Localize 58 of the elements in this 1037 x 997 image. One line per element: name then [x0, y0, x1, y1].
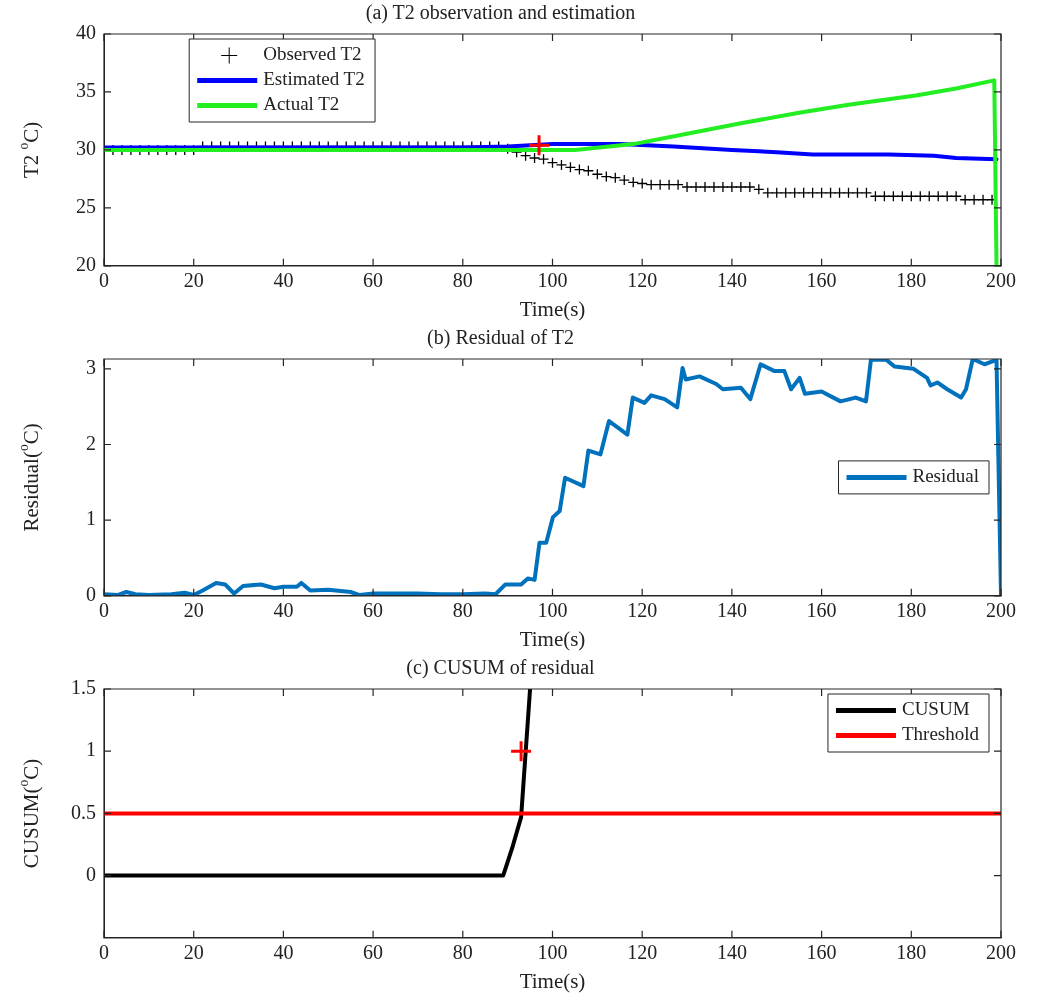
y-tick-label: 3 [86, 356, 96, 379]
y-tick-label: 25 [76, 195, 96, 218]
chart-title: (a) T2 observation and estimation [365, 1, 636, 25]
legend-label: Observed T2 [263, 43, 362, 65]
y-tick-label: 0.5 [71, 800, 96, 823]
legend-label: Residual [912, 465, 980, 487]
x-tick-label: 120 [627, 941, 658, 964]
x-tick-label: 200 [986, 599, 1016, 622]
x-tick-label: 160 [806, 941, 837, 964]
legend-label: Actual T2 [263, 93, 340, 115]
chart-title: (b) Residual of T2 [427, 326, 574, 350]
x-tick-label: 120 [627, 269, 658, 292]
y-axis-title: CUSUM(oC) [15, 758, 43, 869]
legend-label: Estimated T2 [263, 68, 365, 90]
y-tick-label: 1.5 [71, 676, 96, 699]
y-tick-label: 20 [76, 253, 96, 276]
x-tick-label: 100 [537, 941, 568, 964]
x-tick-label: 140 [716, 269, 747, 292]
y-axis-title: Residual(oC) [15, 423, 43, 532]
y-tick-label: 0 [86, 862, 96, 885]
x-axis-title: Time(s) [519, 296, 586, 321]
x-axis-title: Time(s) [519, 968, 586, 993]
y-tick-label: 40 [76, 21, 96, 44]
y-tick-label: 1 [86, 507, 96, 530]
x-tick-label: 60 [363, 599, 384, 622]
x-tick-label: 160 [806, 599, 837, 622]
x-tick-label: 80 [452, 941, 473, 964]
x-tick-label: 140 [716, 599, 747, 622]
x-tick-label: 180 [896, 269, 927, 292]
x-axis-title: Time(s) [519, 626, 586, 651]
x-tick-label: 100 [537, 269, 568, 292]
x-tick-label: 40 [273, 269, 294, 292]
x-tick-label: 20 [183, 599, 204, 622]
x-tick-label: 60 [363, 941, 384, 964]
x-tick-label: 20 [183, 269, 204, 292]
x-tick-label: 80 [452, 599, 473, 622]
legend-label: CUSUM [901, 698, 970, 720]
x-tick-label: 20 [183, 941, 204, 964]
legend-label: Threshold [901, 723, 980, 745]
y-tick-label: 0 [86, 583, 96, 606]
chart-title: (c) CUSUM of residual [406, 656, 596, 680]
y-tick-label: 2 [86, 431, 96, 454]
x-tick-label: 180 [896, 941, 927, 964]
x-tick-label: 200 [986, 941, 1016, 964]
x-tick-label: 40 [273, 941, 294, 964]
y-tick-label: 1 [86, 738, 96, 761]
x-tick-label: 180 [896, 599, 927, 622]
y-axis-title: T2 oC) [15, 121, 43, 179]
x-tick-label: 160 [806, 269, 837, 292]
y-tick-label: 30 [76, 137, 96, 160]
x-tick-label: 100 [537, 599, 568, 622]
x-tick-label: 80 [452, 269, 473, 292]
x-tick-label: 200 [986, 269, 1016, 292]
x-tick-label: 120 [627, 599, 658, 622]
y-tick-label: 35 [76, 79, 96, 102]
x-tick-label: 40 [273, 599, 294, 622]
x-tick-label: 140 [716, 941, 747, 964]
x-tick-label: 60 [363, 269, 384, 292]
